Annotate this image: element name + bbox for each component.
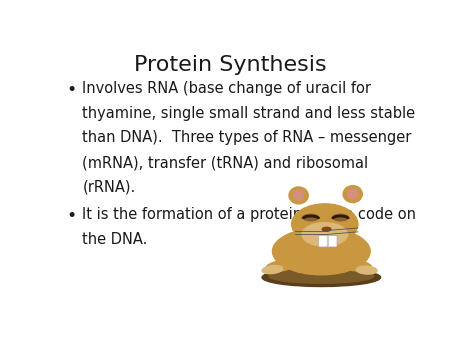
Text: thyamine, single small strand and less stable: thyamine, single small strand and less s… — [82, 105, 415, 121]
Ellipse shape — [333, 214, 348, 221]
FancyBboxPatch shape — [327, 236, 337, 247]
Text: Involves RNA (base change of uracil for: Involves RNA (base change of uracil for — [82, 81, 371, 96]
Ellipse shape — [269, 269, 373, 283]
Ellipse shape — [266, 260, 297, 271]
Ellipse shape — [341, 260, 372, 271]
Ellipse shape — [322, 227, 331, 231]
Ellipse shape — [262, 268, 381, 287]
Text: (rRNA).: (rRNA). — [82, 180, 135, 195]
Ellipse shape — [343, 186, 362, 202]
Ellipse shape — [289, 187, 308, 204]
Ellipse shape — [293, 190, 304, 201]
Ellipse shape — [303, 214, 319, 221]
Text: It is the formation of a protein by the code on: It is the formation of a protein by the … — [82, 207, 416, 222]
Ellipse shape — [273, 228, 370, 275]
Ellipse shape — [356, 266, 377, 274]
FancyBboxPatch shape — [319, 236, 328, 247]
Ellipse shape — [262, 266, 283, 274]
Ellipse shape — [302, 223, 347, 246]
Text: the DNA.: the DNA. — [82, 232, 148, 247]
Ellipse shape — [347, 189, 358, 199]
Text: than DNA).  Three types of RNA – messenger: than DNA). Three types of RNA – messenge… — [82, 130, 412, 145]
Text: •: • — [66, 81, 76, 99]
Ellipse shape — [292, 204, 358, 244]
Text: •: • — [66, 207, 76, 225]
Text: Protein Synthesis: Protein Synthesis — [134, 55, 327, 75]
Text: (mRNA), transfer (tRNA) and ribosomal: (mRNA), transfer (tRNA) and ribosomal — [82, 155, 369, 170]
